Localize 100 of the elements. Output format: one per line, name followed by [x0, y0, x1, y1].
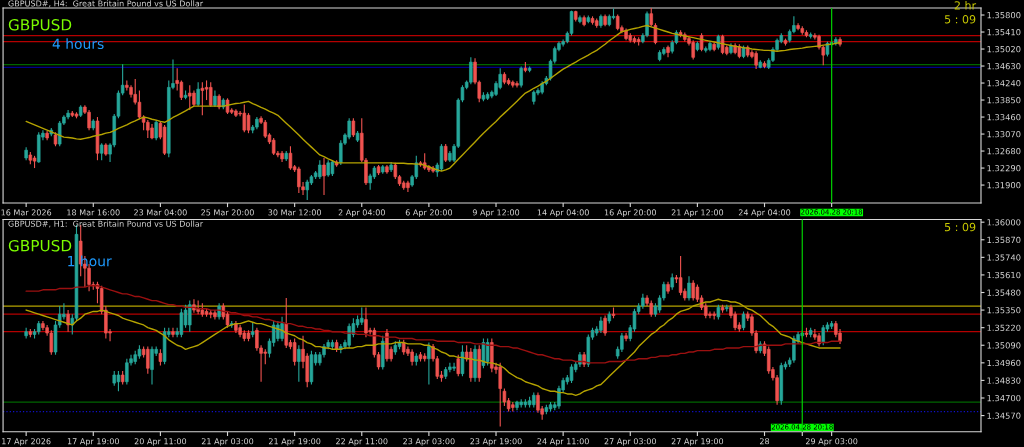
y-tick-label: 1.34830: [987, 377, 1021, 384]
candlestick: [691, 39, 695, 61]
y-tick-label: 1.36000: [987, 219, 1021, 226]
candlestick: [242, 103, 247, 133]
y-tick-label: 1.35870: [987, 236, 1021, 244]
y-tick-label: 1.35800: [987, 12, 1021, 19]
y-tick-label: 1.32680: [987, 148, 1021, 155]
x-tick-label: 30 Mar 12:00: [268, 209, 321, 216]
candlestick: [192, 298, 196, 314]
annotation: GBPUSD: [8, 19, 72, 31]
y-tick-label: 1.35740: [987, 254, 1021, 261]
candlestick: [427, 341, 431, 386]
annotation: 5 : 09: [944, 222, 976, 232]
x-tick-label: 23 Apr 19:00: [470, 438, 522, 446]
x-tick-label: 24 Apr 04:00: [738, 209, 791, 217]
x-tick-label: 6 Apr 20:00: [405, 209, 453, 217]
candlestick: [469, 56, 473, 85]
candlestick: [741, 310, 746, 331]
y-tick-label: 1.34960: [987, 359, 1021, 367]
y-tick-label: 1.35480: [987, 289, 1021, 296]
candlestick: [481, 337, 486, 369]
candlestick: [297, 166, 301, 194]
candlestick: [322, 157, 326, 196]
annotation: GBPUSD: [8, 239, 72, 252]
candlestick: [179, 308, 184, 338]
candlestick: [284, 297, 288, 349]
chart-title: GBPUSD#, H1: Great Britain Pound vs US Dollar: [8, 220, 204, 228]
candlestick: [188, 84, 192, 111]
candlestick: [456, 354, 460, 377]
candlestick: [318, 159, 322, 180]
x-tick-label: 17 Apr 19:00: [67, 438, 119, 446]
y-tick-label: 1.33460: [987, 114, 1021, 121]
candlestick: [204, 79, 209, 101]
x-tick-label: 17 Apr 2026: [2, 438, 51, 446]
y-tick-label: 1.34630: [987, 63, 1021, 70]
candlestick: [297, 344, 301, 383]
x-tick-label: 20 Apr 11:00: [134, 438, 187, 446]
candlestick: [364, 306, 368, 338]
x-tick-label: 23 Apr 03:00: [403, 438, 455, 446]
x-tick-label: 22 Apr 11:00: [336, 438, 388, 446]
candlestick: [200, 81, 205, 116]
y-tick-label: 1.32290: [987, 165, 1021, 172]
candlestick: [150, 346, 154, 386]
y-tick-label: 1.35220: [987, 324, 1021, 331]
candlestick: [620, 332, 624, 353]
y-tick-label: 1.35090: [987, 342, 1021, 349]
y-tick-label: 1.33850: [987, 97, 1021, 104]
candlestick: [288, 145, 293, 171]
candlestick: [292, 337, 297, 367]
candlestick: [116, 370, 121, 392]
candlestick: [691, 279, 695, 302]
x-tick-label: 27 Apr 19:00: [671, 438, 724, 446]
y-tick-label: 1.35020: [987, 46, 1021, 53]
x-tick-label: 21 Apr 12:00: [671, 209, 724, 217]
candlestick: [351, 117, 356, 138]
x-tick-label: 16 Mar 2026: [1, 209, 52, 216]
y-tick-label: 1.33070: [987, 131, 1021, 138]
candlestick: [246, 112, 251, 134]
y-tick-label: 1.35610: [987, 271, 1021, 279]
candlestick: [87, 109, 91, 131]
y-tick-label: 1.34700: [987, 394, 1021, 402]
y-tick-label: 1.34240: [987, 80, 1021, 87]
x-tick-label: 9 Apr 12:00: [472, 209, 520, 217]
x-tick-label: 28: [759, 438, 770, 445]
y-tick-label: 1.31900: [987, 182, 1021, 189]
candlestick: [603, 314, 607, 337]
candlestick: [519, 65, 523, 88]
x-tick-label: 2 Apr 04:00: [338, 209, 385, 217]
candlestick: [49, 329, 54, 356]
annotation: 5 : 09: [944, 15, 976, 24]
candlestick: [209, 81, 213, 108]
x-tick-label: 23 Mar 04:00: [134, 209, 187, 216]
x-tick-label: 18 Mar 16:00: [67, 209, 120, 216]
candlestick: [305, 179, 309, 201]
candlestick: [821, 324, 825, 346]
y-tick-label: 1.34570: [987, 412, 1021, 419]
candlestick: [125, 358, 129, 386]
candlestick: [452, 362, 456, 372]
y-tick-label: 1.35410: [987, 29, 1021, 36]
x-tick-label: 24 Apr 11:00: [537, 438, 589, 446]
candlestick: [347, 323, 351, 349]
candlestick: [569, 363, 574, 384]
candlestick: [485, 337, 490, 367]
x-tick-label: 27 Apr 03:00: [604, 438, 656, 446]
annotation: 2 hr: [954, 1, 977, 10]
candlestick: [687, 275, 691, 302]
x-tick-label: 21 Apr 19:00: [268, 438, 321, 446]
candlestick: [280, 316, 284, 342]
candlestick: [536, 392, 540, 414]
candlestick: [448, 362, 452, 373]
x-tick-label: 21 Apr 03:00: [201, 438, 254, 446]
x-tick-label: 29 Apr 03:00: [805, 438, 858, 446]
y-tick-label: 1.35350: [987, 307, 1021, 314]
candlestick: [146, 346, 150, 375]
x-tick-label: 25 Mar 20:00: [201, 209, 254, 216]
x-tick-label: 14 Apr 04:00: [537, 209, 589, 217]
candlestick: [498, 362, 502, 427]
candlestick: [154, 119, 158, 141]
chart-title: GBPUSD#, H4: Great Britain Pound vs US Dollar: [8, 0, 204, 8]
candlestick: [188, 300, 192, 333]
